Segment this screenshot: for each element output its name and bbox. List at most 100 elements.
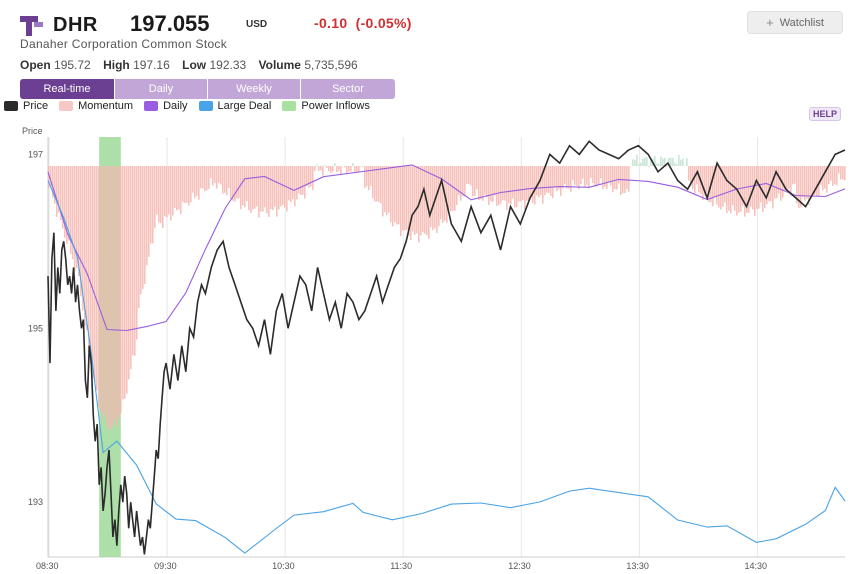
momentum-bar <box>634 159 636 166</box>
momentum-bar <box>356 166 358 172</box>
watchlist-button[interactable]: + Watchlist <box>747 11 843 34</box>
momentum-bar <box>254 166 256 209</box>
momentum-bar <box>256 166 258 207</box>
momentum-bar <box>672 157 674 166</box>
momentum-bar <box>514 166 516 208</box>
momentum-bar <box>310 166 312 187</box>
momentum-bar <box>604 166 606 187</box>
tab-weekly[interactable]: Weekly <box>208 79 301 99</box>
momentum-bar <box>320 166 322 171</box>
momentum-bar <box>298 166 300 194</box>
momentum-bar <box>240 166 242 210</box>
momentum-bar <box>304 166 306 199</box>
momentum-bar <box>84 166 86 327</box>
legend-large-deal[interactable]: Large Deal <box>198 100 271 112</box>
momentum-bar <box>154 166 156 229</box>
momentum-bar <box>474 166 476 197</box>
x-tick-label: 12:30 <box>508 561 531 571</box>
legend-momentum[interactable]: Momentum <box>59 100 133 112</box>
momentum-bar <box>322 166 324 176</box>
legend-swatch <box>198 101 213 111</box>
momentum-bar <box>798 166 800 209</box>
legend-price[interactable]: Price <box>4 100 48 112</box>
momentum-bar <box>286 166 288 212</box>
momentum-bar <box>162 166 164 229</box>
momentum-bar <box>180 166 182 215</box>
momentum-bar <box>244 166 246 208</box>
momentum-bar <box>136 166 138 340</box>
momentum-bar <box>206 166 208 191</box>
momentum-bar <box>812 166 814 194</box>
momentum-bar <box>390 166 392 223</box>
momentum-bar <box>352 163 354 166</box>
momentum-bar <box>278 166 280 210</box>
quote-header: DHR 197.055 USD -0.10 (-0.05%) Danaher C… <box>20 8 849 118</box>
momentum-bar <box>478 166 480 201</box>
momentum-bar <box>232 166 234 201</box>
momentum-bar <box>198 166 200 200</box>
momentum-bar <box>398 166 400 225</box>
legend-power-inflows[interactable]: Power Inflows <box>282 100 370 112</box>
momentum-bar <box>648 166 650 167</box>
momentum-bar <box>754 166 756 216</box>
momentum-bar <box>678 154 680 166</box>
momentum-bar <box>562 166 564 189</box>
momentum-bar <box>816 166 818 197</box>
momentum-bar <box>164 166 166 217</box>
momentum-bar <box>70 166 72 254</box>
momentum-bar <box>590 166 592 179</box>
help-button[interactable]: HELP <box>809 107 842 121</box>
y-tick-label: 197 <box>28 149 43 159</box>
momentum-bar <box>446 166 448 224</box>
tab-sector[interactable]: Sector <box>301 79 395 99</box>
momentum-bar <box>702 166 704 201</box>
momentum-bar <box>606 166 608 189</box>
momentum-bar <box>480 166 482 199</box>
momentum-bar <box>522 166 524 200</box>
momentum-bar <box>220 166 222 185</box>
tab-real-time[interactable]: Real-time <box>20 79 115 99</box>
momentum-bar <box>832 166 834 186</box>
momentum-bar <box>694 166 696 194</box>
currency-label: USD <box>246 19 268 30</box>
momentum-bar <box>464 166 466 197</box>
momentum-bar <box>532 166 534 204</box>
momentum-bar <box>550 166 552 196</box>
legend-daily[interactable]: Daily <box>144 100 188 112</box>
momentum-bar <box>772 166 774 209</box>
momentum-bar <box>182 166 184 203</box>
momentum-bar <box>520 166 522 202</box>
momentum-bar <box>614 166 616 190</box>
legend-swatch <box>4 101 18 111</box>
tab-daily[interactable]: Daily <box>115 79 208 99</box>
momentum-bar <box>56 166 58 217</box>
momentum-bar <box>326 166 328 169</box>
momentum-bar <box>820 166 822 185</box>
momentum-bar <box>186 166 188 203</box>
momentum-bar <box>324 165 326 166</box>
momentum-bar <box>118 166 120 418</box>
momentum-bar <box>170 166 172 221</box>
momentum-bar <box>516 166 518 208</box>
momentum-bar <box>566 166 568 189</box>
momentum-bar <box>642 158 644 166</box>
momentum-bar <box>52 166 54 198</box>
large-deal-line <box>47 180 846 554</box>
momentum-bar <box>102 166 104 419</box>
momentum-bar <box>740 166 742 212</box>
momentum-bar <box>808 166 810 206</box>
momentum-bar <box>508 166 510 204</box>
momentum-bar <box>724 166 726 203</box>
momentum-bar <box>122 166 124 400</box>
momentum-bar <box>54 166 56 204</box>
momentum-bar <box>260 166 262 212</box>
momentum-bar <box>586 166 588 186</box>
momentum-bar <box>394 166 396 223</box>
momentum-bar <box>216 166 218 189</box>
x-tick-label: 11:30 <box>390 561 412 571</box>
momentum-bar <box>104 166 106 415</box>
momentum-bar <box>646 157 648 166</box>
momentum-bar <box>346 166 348 174</box>
momentum-bar <box>128 166 130 380</box>
